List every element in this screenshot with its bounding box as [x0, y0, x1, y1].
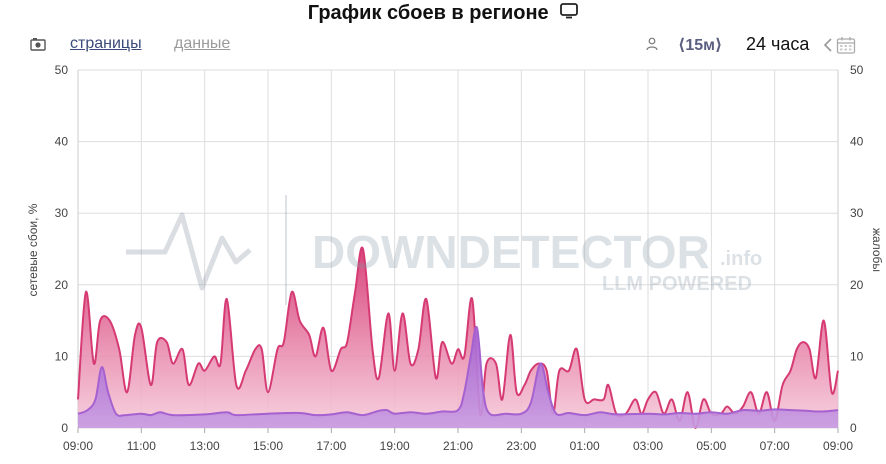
y-tick-label-right: 10: [850, 349, 864, 363]
x-tick-label: 09:00: [63, 439, 93, 453]
chart-toolbar: страницы данные ⟨15м⟩ 24 часа: [0, 33, 886, 57]
x-tick-label: 19:00: [380, 439, 410, 453]
user-icon[interactable]: [645, 37, 659, 56]
y-tick-label-right: 40: [850, 135, 864, 149]
y-tick-label-right: 0: [850, 421, 857, 435]
watermark: DOWNDETECTOR .info LLM POWERED: [126, 195, 762, 305]
calendar-icon[interactable]: [836, 36, 856, 59]
watermark-suffix: .info: [720, 248, 762, 270]
tab-data[interactable]: данные: [174, 35, 231, 52]
x-tick-label: 05:00: [696, 439, 726, 453]
monitor-icon: [560, 2, 579, 25]
chart-title-text: График сбоев в регионе: [307, 2, 549, 24]
y-tick-label-right: 20: [850, 278, 864, 292]
x-tick-label: 03:00: [633, 439, 663, 453]
x-tick-label: 23:00: [506, 439, 536, 453]
x-tick-label: 07:00: [760, 439, 790, 453]
y-tick-label-left: 50: [55, 63, 69, 77]
tab-pages[interactable]: страницы: [70, 35, 142, 52]
x-tick-label: 15:00: [253, 439, 283, 453]
x-tick-label: 09:00: [823, 439, 853, 453]
camera-icon[interactable]: [30, 37, 46, 56]
chart-title: График сбоев в регионе: [0, 2, 886, 25]
y-tick-label-right: 30: [850, 206, 864, 220]
series-area-purple: [78, 326, 838, 428]
x-tick-label: 17:00: [316, 439, 346, 453]
range-selector[interactable]: 24 часа: [746, 34, 810, 54]
y-tick-label-left: 0: [61, 421, 68, 435]
x-tick-label: 11:00: [127, 439, 156, 453]
y-tick-label-left: 30: [55, 206, 69, 220]
x-tick-label: 21:00: [443, 439, 473, 453]
watermark-brand: DOWNDETECTOR: [312, 226, 710, 278]
y-tick-label-right: 50: [850, 63, 864, 77]
x-tick-label: 01:00: [570, 439, 600, 453]
chevron-left-icon[interactable]: [822, 37, 834, 58]
y-tick-label-left: 20: [55, 278, 69, 292]
series-line-purple: [77, 325, 839, 417]
watermark-logo-icon: [126, 212, 252, 291]
y-tick-label-left: 40: [55, 135, 69, 149]
y-tick-label-left: 10: [55, 349, 69, 363]
x-tick-label: 13:00: [190, 439, 220, 453]
watermark-tagline: LLM POWERED: [602, 273, 752, 295]
interval-selector[interactable]: ⟨15м⟩: [678, 37, 723, 54]
